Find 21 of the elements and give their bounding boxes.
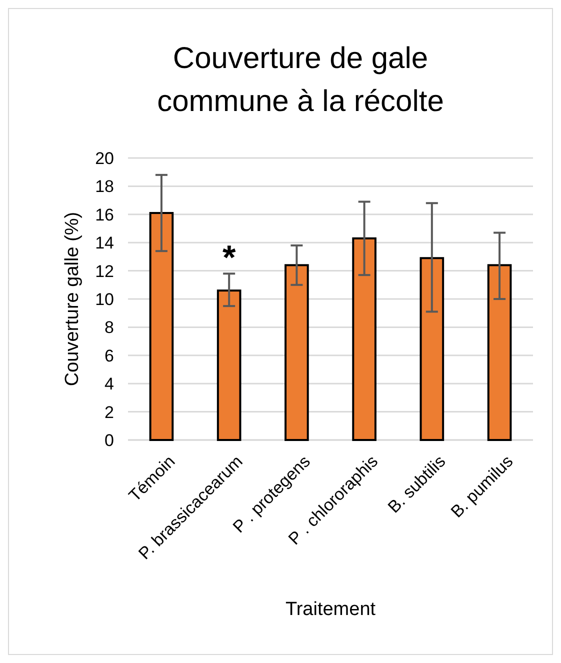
bar [352,237,376,441]
y-tick-label: 14 [95,234,114,253]
y-tick-label: 16 [95,205,114,224]
y-tick-label: 8 [104,318,114,338]
y-tick-label: 18 [95,177,114,196]
y-tick-label: 10 [95,290,114,309]
y-tick-label: 2 [104,402,114,422]
annotation: * [222,239,236,278]
chart-title: Couverture de gale commune à la récolte [157,42,444,118]
y-tick-label: 12 [95,262,114,281]
y-tick-label: 0 [104,430,114,450]
bar [420,257,444,441]
y-tick-label: 6 [104,346,114,366]
x-axis-title: Traitement [285,599,376,620]
bar [149,212,174,441]
bar [487,264,512,441]
bar [284,264,309,441]
bar [216,290,242,441]
y-tick-label: 4 [104,374,114,394]
y-tick-label: 20 [95,148,114,168]
y-axis-title: Couverture galle (%) [62,212,83,386]
